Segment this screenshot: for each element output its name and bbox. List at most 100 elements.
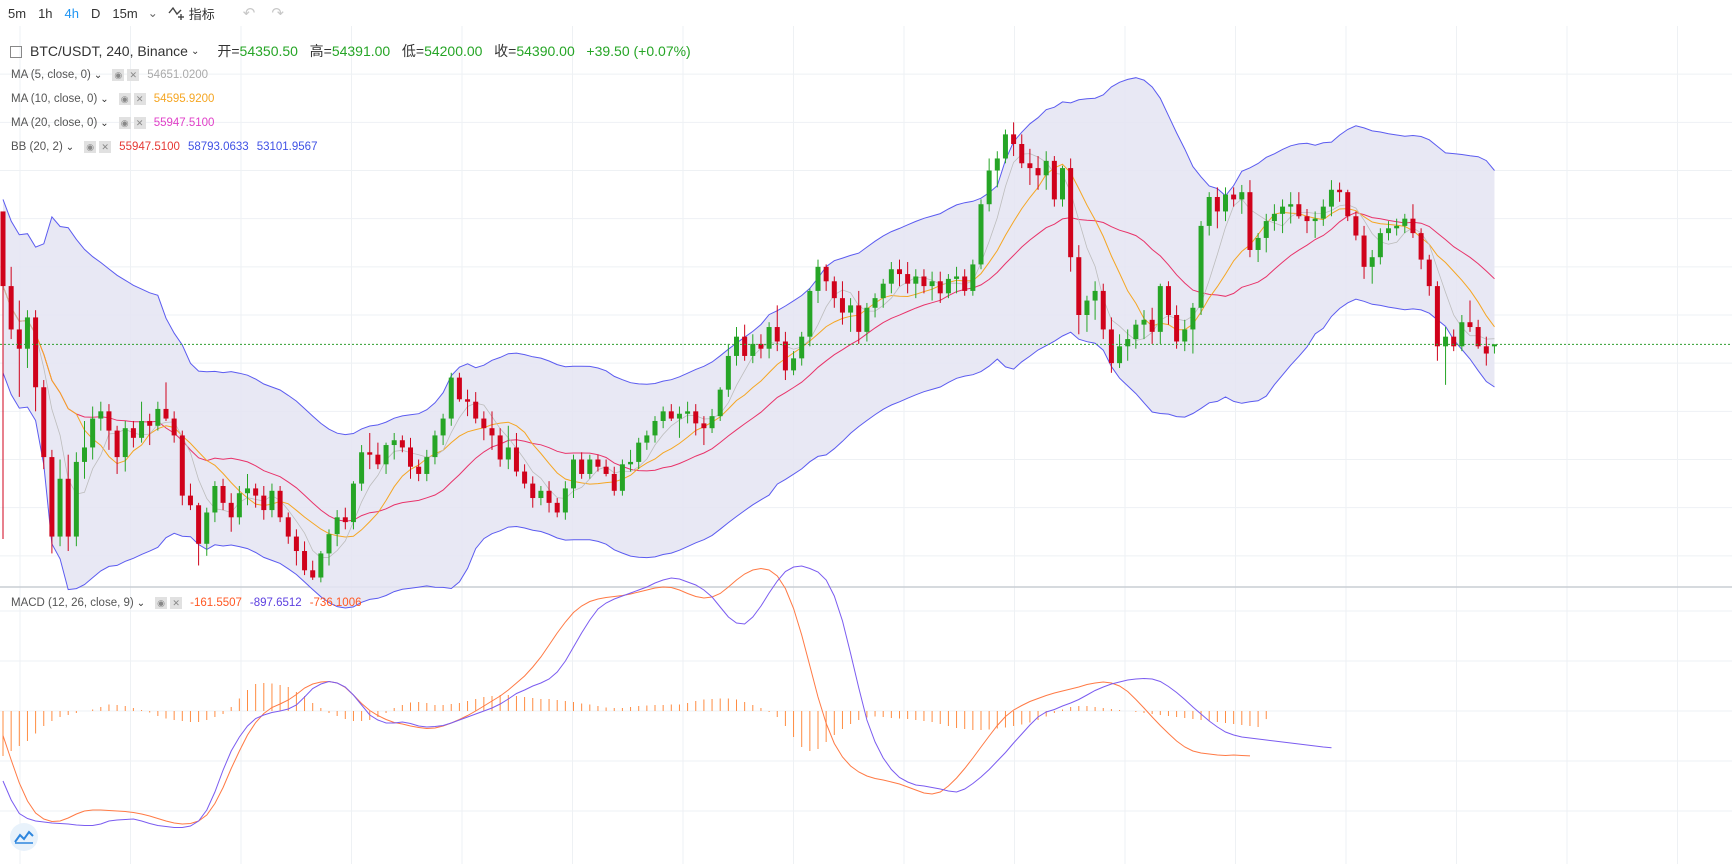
candle-body (253, 488, 259, 496)
study-name[interactable]: MACD (12, 26, close, 9) (11, 597, 134, 609)
chevron-down-icon[interactable]: ⌄ (65, 141, 75, 153)
candle-body (954, 276, 960, 279)
candle-body (929, 281, 935, 287)
candle-body (1117, 346, 1123, 364)
candle-body (1223, 194, 1228, 212)
macd-line (2, 565, 1332, 828)
chevron-down-icon[interactable]: ⌄ (190, 45, 200, 57)
toolbar: 5m 1h 4h D 15m ⌄ 指标 ↶ ↷ (0, 0, 1732, 26)
chevron-down-icon[interactable]: ⌄ (100, 117, 109, 129)
undo-icon[interactable]: ↶ (242, 5, 256, 22)
candle-body (734, 336, 739, 356)
candle-body (1190, 307, 1196, 330)
candle-body (1483, 346, 1489, 354)
candle-body (913, 276, 919, 284)
redo-icon[interactable]: ↷ (271, 5, 284, 22)
candle-body (196, 505, 202, 544)
candle-body (41, 387, 47, 458)
study-name[interactable]: MA (20, close, 0) (11, 117, 98, 129)
candle-body (513, 447, 519, 472)
eye-icon[interactable]: ◉ (112, 69, 125, 81)
candle-body (293, 536, 299, 552)
chevron-down-icon[interactable]: ⌄ (147, 6, 158, 20)
candle-body (90, 418, 96, 448)
candle-body (1108, 329, 1114, 364)
candle-body (98, 411, 104, 419)
candle-body (489, 428, 495, 436)
eye-icon[interactable]: ◉ (155, 597, 168, 609)
candle-body (481, 418, 487, 429)
close-icon[interactable]: ✕ (170, 597, 183, 609)
study-legend-ma5: MA (5, close, 0) ⌄ ◉ ✕ 54651.0200 (11, 69, 208, 81)
candle-body (0, 211, 6, 287)
candle-body (1328, 189, 1334, 207)
candle-body (399, 440, 405, 448)
candle-body (994, 158, 1000, 171)
candle-body (1459, 322, 1465, 347)
chevron-down-icon[interactable]: ⌄ (136, 597, 146, 609)
interval-d[interactable]: D (91, 5, 101, 21)
candle-body (8, 286, 14, 330)
candle-body (1092, 290, 1098, 301)
candle-body (236, 493, 242, 518)
candle-body (1002, 134, 1008, 159)
high-label: 高= (309, 43, 332, 59)
candle-body (660, 411, 666, 421)
candle-body (1125, 339, 1131, 347)
interval-1h[interactable]: 1h (38, 5, 53, 21)
candle-body (1239, 192, 1245, 200)
bollinger-band-fill (3, 77, 1495, 608)
candle-body (456, 377, 462, 400)
study-value: 53101.9567 (256, 141, 318, 153)
candle-body (1410, 218, 1416, 234)
candle-body (171, 418, 177, 436)
chart-area[interactable] (0, 26, 1732, 864)
candle-body (383, 445, 389, 465)
candle-body (1133, 324, 1139, 340)
interval-15m[interactable]: 15m (112, 5, 138, 21)
main-series-legend: BTC/USDT, 240, Binance ⌄ 开=54350.50 高=54… (10, 41, 691, 61)
candle-body (701, 423, 707, 429)
candle-body (1467, 322, 1473, 328)
close-icon[interactable]: ✕ (133, 93, 146, 105)
symbol-label[interactable]: BTC/USDT, 240, Binance (30, 43, 188, 59)
candle-body (1165, 286, 1171, 315)
study-name[interactable]: MA (5, close, 0) (11, 69, 91, 81)
candle-body (187, 495, 193, 506)
indicators-button[interactable]: 指标 (162, 4, 221, 23)
eye-icon[interactable]: ◉ (118, 117, 131, 129)
candle-body (334, 517, 340, 535)
candle-body (359, 452, 365, 484)
interval-4h[interactable]: 4h (64, 5, 79, 21)
close-icon[interactable]: ✕ (99, 141, 112, 153)
study-value: 55947.5100 (119, 141, 180, 153)
candle-body (1394, 225, 1400, 229)
candle-body (1475, 327, 1481, 347)
candle-body (587, 459, 593, 474)
low-value: 54200.00 (424, 43, 483, 59)
close-icon[interactable]: ✕ (127, 69, 140, 81)
candle-body (937, 281, 943, 294)
chevron-down-icon[interactable]: ⌄ (93, 69, 103, 81)
study-name[interactable]: BB (20, 2) (11, 141, 63, 153)
candle-body (350, 483, 356, 523)
candle-body (375, 454, 381, 465)
candle-body (285, 517, 291, 537)
candle-body (1296, 204, 1302, 217)
candle-body (725, 355, 731, 390)
study-value: 58793.0633 (187, 141, 249, 153)
eye-icon[interactable]: ◉ (118, 93, 131, 105)
candle-body (1312, 218, 1318, 222)
tradingview-logo-icon[interactable] (10, 823, 38, 851)
candle-body (1491, 344, 1497, 347)
candle-body (1443, 336, 1449, 347)
study-name[interactable]: MA (10, close, 0) (11, 93, 98, 105)
candle-body (1353, 216, 1359, 236)
eye-icon[interactable]: ◉ (84, 141, 97, 153)
collapse-legend-icon[interactable] (10, 46, 22, 58)
interval-5m[interactable]: 5m (8, 5, 27, 21)
close-icon[interactable]: ✕ (133, 117, 146, 129)
high-value: 54391.00 (331, 43, 391, 59)
candle-body (636, 442, 642, 462)
chevron-down-icon[interactable]: ⌄ (100, 93, 109, 105)
